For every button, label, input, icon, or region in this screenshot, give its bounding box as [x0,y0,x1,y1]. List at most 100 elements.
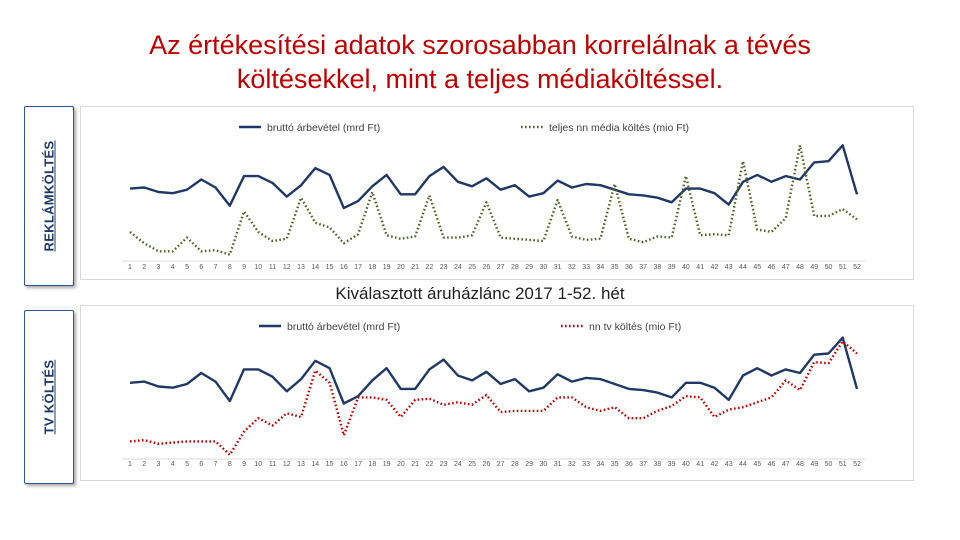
x-tick-label: 28 [511,461,519,468]
x-tick-label: 7 [214,461,218,468]
x-tick-label: 33 [582,461,590,468]
x-tick-label: 9 [242,461,246,468]
x-tick-label: 44 [739,461,747,468]
x-tick-label: 21 [411,461,419,468]
x-tick-label: 41 [696,264,704,271]
x-tick-label: 42 [711,461,719,468]
x-tick-label: 7 [214,264,218,271]
x-tick-label: 28 [511,264,519,271]
x-tick-label: 24 [454,461,462,468]
x-tick-label: 39 [668,264,676,271]
x-tick-label: 38 [654,264,662,271]
chart-subtitle: Kiválasztott áruházlánc 2017 1-52. hét [335,284,625,303]
x-tick-label: 19 [383,264,391,271]
x-tick-label: 2 [142,461,146,468]
side-label-ad-spend: REKLÁMKÖLTÉS [41,140,57,252]
x-tick-label: 22 [425,461,433,468]
x-tick-label: 24 [454,264,462,271]
x-tick-label: 50 [825,461,833,468]
x-tick-label: 51 [839,461,847,468]
x-tick-label: 13 [297,264,305,271]
slide-title: Az értékesítési adatok szorosabban korre… [60,28,900,96]
x-tick-label: 42 [711,264,719,271]
x-tick-label: 43 [725,461,733,468]
x-tick-label: 48 [796,264,804,271]
x-tick-label: 10 [254,264,262,271]
side-label-box-ad-spend: REKLÁMKÖLTÉS [24,106,74,286]
legend-label: bruttó árbevétel (mrd Ft) [287,321,400,333]
x-tick-label: 27 [497,264,505,271]
x-tick-label: 25 [468,264,476,271]
x-tick-label: 35 [611,461,619,468]
x-tick-label: 27 [497,461,505,468]
x-tick-label: 20 [397,264,405,271]
x-tick-label: 37 [639,264,647,271]
x-tick-label: 12 [283,264,291,271]
chart-panel-media: 1 2 3 4 5 6 7 8 9 10 11 12 13 14 15 16 17 18 19 20 21 22 23 24 2… [80,106,914,280]
x-tick-label: 30 [539,461,547,468]
x-tick-label: 46 [768,264,776,271]
x-tick-label: 30 [539,264,547,271]
x-tick-label: 45 [753,264,761,271]
x-tick-label: 5 [185,264,189,271]
chart-panel-tv: 1 2 3 4 5 6 7 8 9 10 11 12 13 14 15 16 17 18 19 20 21 22 23 24 2… [80,305,914,481]
x-tick-label: 47 [782,264,790,271]
x-tick-label: 31 [554,461,562,468]
x-tick-label: 6 [199,264,203,271]
chart-tv-vs-revenue: 1 2 3 4 5 6 7 8 9 10 11 12 13 14 15 16 17 18 19 20 21 22 23 24 2… [122,321,865,468]
x-tick-label: 10 [254,461,262,468]
x-tick-label: 15 [326,461,334,468]
x-tick-label: 52 [853,264,861,271]
x-tick-label: 44 [739,264,747,271]
x-tick-label: 36 [625,461,633,468]
x-tick-label: 15 [326,264,334,271]
x-tick-label: 25 [468,461,476,468]
x-tick-label: 29 [525,461,533,468]
side-label-tv-spend: TV KÖLTÉS [41,359,57,435]
x-tick-label: 49 [810,264,818,271]
x-tick-label: 20 [397,461,405,468]
x-tick-label: 17 [354,461,362,468]
x-tick-label: 9 [242,264,246,271]
x-tick-label: 32 [568,461,576,468]
x-tick-label: 3 [157,264,161,271]
legend-label: bruttó árbevétel (mrd Ft) [267,122,380,134]
x-tick-label: 35 [611,264,619,271]
x-tick-label: 41 [696,461,704,468]
x-tick-label: 3 [157,461,161,468]
x-tick-label: 26 [482,461,490,468]
x-tick-label: 47 [782,461,790,468]
x-tick-label: 39 [668,461,676,468]
x-tick-label: 23 [440,264,448,271]
x-tick-label: 37 [639,461,647,468]
series-line-spend [129,340,858,457]
x-tick-label: 14 [311,461,319,468]
legend-label: teljes nn média költés (mio Ft) [549,122,689,134]
x-tick-label: 8 [228,461,232,468]
title-line-1: Az értékesítési adatok szorosabban korre… [149,30,811,60]
x-tick-label: 21 [411,264,419,271]
x-tick-label: 50 [825,264,833,271]
x-tick-label: 51 [839,264,847,271]
x-tick-label: 11 [269,264,276,271]
side-label-box-tv-spend: TV KÖLTÉS [24,310,74,484]
title-line-2: költésekkel, mint a teljes médiaköltésse… [236,64,724,94]
x-tick-label: 43 [725,264,733,271]
x-tick-label: 48 [796,461,804,468]
x-tick-label: 18 [368,461,376,468]
x-tick-label: 17 [354,264,362,271]
x-tick-label: 34 [597,264,605,271]
x-tick-label: 4 [171,461,175,468]
series-line-revenue [129,336,859,405]
x-tick-label: 19 [383,461,391,468]
x-tick-label: 18 [368,264,376,271]
x-tick-label: 22 [425,264,433,271]
x-tick-label: 5 [185,461,189,468]
x-tick-label: 13 [297,461,305,468]
x-tick-label: 12 [283,461,291,468]
x-tick-label: 6 [199,461,203,468]
x-tick-label: 4 [171,264,175,271]
x-tick-label: 36 [625,264,633,271]
chart-media-vs-revenue: 1 2 3 4 5 6 7 8 9 10 11 12 13 14 15 16 17 18 19 20 21 22 23 24 2… [122,122,865,271]
x-tick-label: 29 [525,264,533,271]
